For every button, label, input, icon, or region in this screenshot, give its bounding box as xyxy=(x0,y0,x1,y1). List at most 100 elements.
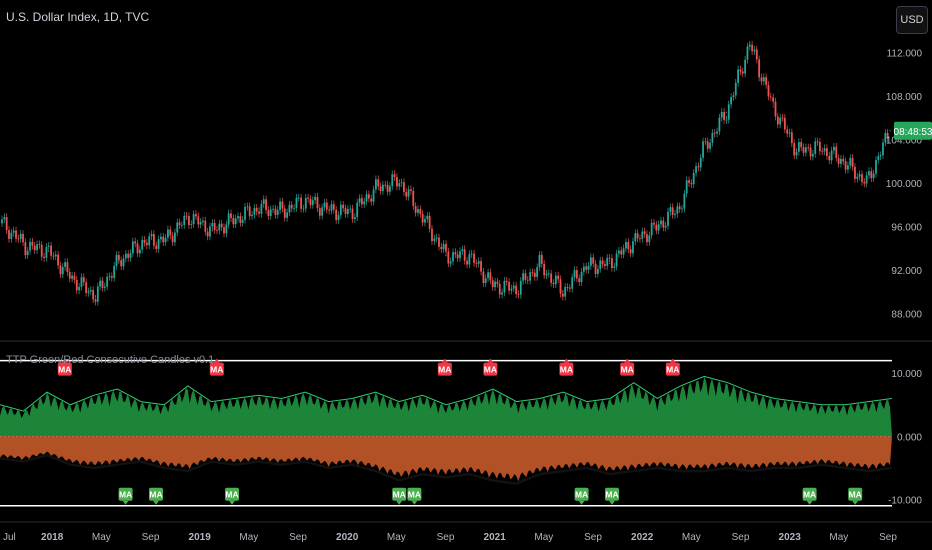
candle-body xyxy=(122,258,125,267)
candle-body xyxy=(414,206,417,213)
candle-body xyxy=(816,141,819,143)
candle-body xyxy=(774,101,777,117)
indicator-tick-label: 0.000 xyxy=(897,432,922,443)
time-tick-label: May xyxy=(387,532,406,543)
candle-body xyxy=(870,171,873,179)
candle-body xyxy=(501,292,503,295)
candle-body xyxy=(667,211,669,226)
candle-body xyxy=(258,211,260,214)
ma-buy-marker: MA xyxy=(149,487,163,505)
candle-body xyxy=(141,239,144,250)
candle-body xyxy=(648,235,651,243)
candle-body xyxy=(389,186,391,192)
price-point xyxy=(702,149,704,151)
candle-body xyxy=(592,257,595,264)
candle-body xyxy=(267,210,270,216)
candle-body xyxy=(384,184,387,186)
indicator-axis: 10.000 0.000 -10.000 xyxy=(888,369,922,506)
candle-body xyxy=(391,174,394,187)
indicator-tick-label: -10.000 xyxy=(888,495,922,506)
candle-body xyxy=(316,196,319,209)
candle-body xyxy=(10,232,13,239)
candle-body xyxy=(625,242,627,249)
candle-body xyxy=(438,237,440,247)
ma-sell-marker: MA xyxy=(437,358,452,376)
candle-body xyxy=(134,241,137,244)
candle-body xyxy=(281,201,284,209)
candle-body xyxy=(260,203,263,214)
candle-body xyxy=(847,165,849,170)
candle-body xyxy=(877,156,880,160)
candle-body xyxy=(80,277,83,287)
candle-body xyxy=(573,270,576,278)
ma-marker-pointer xyxy=(441,358,448,363)
candle-body xyxy=(487,272,489,279)
candle-body xyxy=(94,299,97,302)
candle-body xyxy=(120,260,123,267)
candle-body xyxy=(29,241,31,251)
ma-marker-label: MA xyxy=(621,365,634,375)
candle-body xyxy=(531,272,534,274)
ma-marker-label: MA xyxy=(225,490,238,500)
candle-body xyxy=(412,190,415,207)
candle-body xyxy=(213,222,216,230)
candle-body xyxy=(503,280,506,293)
candle-body xyxy=(580,271,583,283)
time-axis: Jul 2018 May Sep 2019 May Sep 2020 May Sep 2021 May… xyxy=(0,521,932,543)
candle-body xyxy=(734,82,737,96)
price-point xyxy=(281,210,284,212)
ma-marker-label: MA xyxy=(119,490,132,500)
candle-body xyxy=(127,253,130,258)
candle-body xyxy=(155,245,158,250)
candle-body xyxy=(323,202,326,208)
candle-body xyxy=(325,202,328,210)
candle-body xyxy=(24,242,27,256)
candle-body xyxy=(447,251,450,264)
candle-body xyxy=(550,273,553,283)
candle-body xyxy=(68,272,71,279)
candle-body xyxy=(818,141,821,152)
candle-body xyxy=(575,270,578,279)
price-tick-label: 108.000 xyxy=(886,92,923,103)
candle-body xyxy=(875,159,877,174)
candle-body xyxy=(50,245,52,256)
price-axis: 88.000 92.000 96.000 100.000 104.000 108.000 1… xyxy=(886,49,932,320)
candle-body xyxy=(739,69,742,72)
candle-body xyxy=(302,208,305,210)
price-tick-label: 92.000 xyxy=(891,266,922,277)
candle-body xyxy=(594,263,597,274)
candle-body xyxy=(3,217,6,220)
candle-body xyxy=(552,282,555,285)
ma-marker-box xyxy=(665,362,680,376)
candle-body xyxy=(758,59,761,78)
candle-body xyxy=(461,249,464,252)
candle-body xyxy=(632,241,634,254)
candle-body xyxy=(101,280,104,288)
ma-marker-pointer xyxy=(624,358,631,363)
candle-body xyxy=(185,215,188,217)
candle-body xyxy=(622,248,625,255)
candle-body xyxy=(786,129,789,134)
candle-body xyxy=(802,147,805,153)
candle-body xyxy=(234,218,237,225)
price-point xyxy=(24,245,26,247)
candle-body xyxy=(634,233,637,242)
candle-body xyxy=(339,204,342,216)
candle-body xyxy=(732,95,735,98)
ma-marker-pointer xyxy=(669,358,676,363)
candle-body xyxy=(646,234,648,243)
candle-body xyxy=(454,252,457,255)
candle-body xyxy=(629,249,632,254)
candle-body xyxy=(57,254,59,266)
price-point xyxy=(842,160,844,162)
candle-body xyxy=(723,111,725,121)
ma-marker-pointer xyxy=(122,500,129,505)
candle-body xyxy=(498,283,501,295)
candle-body xyxy=(5,217,8,231)
price-point xyxy=(351,211,354,213)
candle-body xyxy=(138,249,141,254)
currency-button[interactable]: USD xyxy=(896,6,928,34)
candle-body xyxy=(445,243,447,252)
candle-body xyxy=(681,208,683,210)
